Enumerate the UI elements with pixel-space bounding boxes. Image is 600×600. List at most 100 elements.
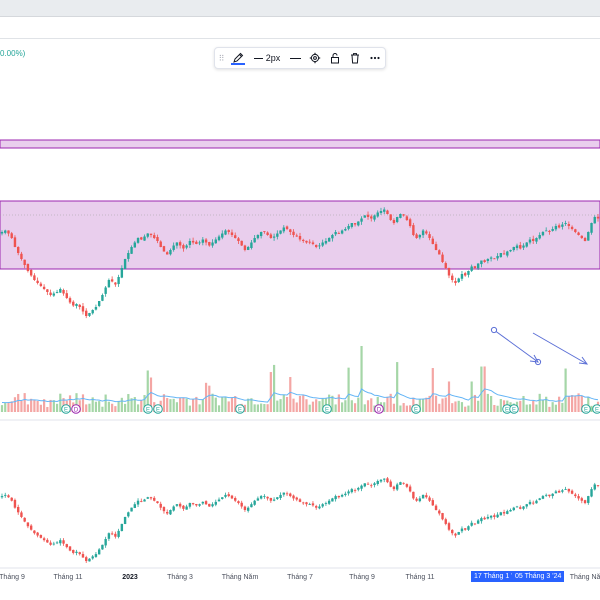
volume-bar xyxy=(198,404,201,412)
price-candle xyxy=(577,232,580,235)
price-candle xyxy=(447,267,451,276)
price-candle xyxy=(357,221,360,226)
price-candle xyxy=(496,256,499,259)
lock-button[interactable] xyxy=(325,48,345,68)
pencil-color-button[interactable] xyxy=(227,48,249,68)
price-candle xyxy=(59,289,62,293)
volume-bar xyxy=(230,397,234,412)
line-width-button[interactable]: 2px xyxy=(249,48,285,68)
volume-bar xyxy=(49,399,52,412)
price-candle xyxy=(39,283,43,286)
compare-candle xyxy=(110,533,114,535)
compare-candle xyxy=(263,496,266,497)
line-style-button[interactable] xyxy=(285,48,305,68)
price-candle xyxy=(538,235,541,239)
price-candle xyxy=(104,287,107,294)
earnings-marker[interactable] xyxy=(153,404,163,414)
earnings-marker[interactable] xyxy=(592,404,600,414)
compare-candle xyxy=(337,496,341,498)
volume-bar xyxy=(185,398,188,412)
price-candle xyxy=(204,239,208,243)
delete-button[interactable] xyxy=(345,48,365,68)
dividend-marker[interactable] xyxy=(71,404,81,414)
trend-arrow-1-start-handle[interactable] xyxy=(490,326,498,334)
volume-bar xyxy=(328,394,331,412)
volume-bar xyxy=(363,404,366,412)
volume-bar xyxy=(55,403,59,412)
volume-bar xyxy=(538,393,541,412)
trend-arrow-1[interactable] xyxy=(493,329,539,363)
volume-bar xyxy=(470,381,473,412)
time-axis-tick: Tháng 11 xyxy=(53,574,82,581)
volume-bar xyxy=(30,398,33,412)
event-marker-label: E xyxy=(595,408,599,414)
trend-arrow-2[interactable] xyxy=(532,332,588,365)
earnings-marker[interactable] xyxy=(509,404,519,414)
drag-handle-icon[interactable]: ⠿ xyxy=(218,53,225,63)
volume-bar xyxy=(101,406,104,412)
volume-bar xyxy=(250,398,253,412)
earnings-marker[interactable] xyxy=(322,404,332,414)
compare-candle xyxy=(473,523,477,525)
compare-candle xyxy=(243,506,247,510)
volume-bar xyxy=(431,368,434,412)
price-candle xyxy=(33,275,36,280)
volume-bar xyxy=(418,398,421,412)
volume-bar xyxy=(59,393,62,412)
volume-bar xyxy=(438,403,441,412)
volume-bar xyxy=(483,366,486,412)
volume-bar xyxy=(234,396,237,412)
legend-change-percent: 0.00%) xyxy=(0,49,26,58)
price-candle xyxy=(259,232,263,237)
price-candle xyxy=(334,232,337,235)
compare-candle xyxy=(172,506,175,511)
compare-candle xyxy=(431,500,435,506)
price-candle xyxy=(253,238,256,243)
resistance-zone[interactable] xyxy=(0,139,600,149)
earnings-marker[interactable] xyxy=(235,404,245,414)
earnings-marker[interactable] xyxy=(143,404,153,414)
compare-candle xyxy=(395,484,399,490)
price-candle xyxy=(480,260,483,265)
compare-candle xyxy=(363,483,366,487)
settings-button[interactable] xyxy=(305,48,325,68)
price-candle xyxy=(211,242,214,246)
compare-candle xyxy=(234,498,237,501)
volume-bar xyxy=(370,398,373,412)
volume-bar xyxy=(383,402,386,412)
volume-bar xyxy=(334,404,337,412)
price-candle xyxy=(75,304,78,307)
compare-candle xyxy=(425,495,428,498)
price-candle xyxy=(551,229,554,231)
earnings-marker[interactable] xyxy=(411,404,421,414)
earnings-marker[interactable] xyxy=(61,404,71,414)
compare-candle xyxy=(91,556,94,559)
volume-bar xyxy=(4,403,7,412)
event-marker-label: E xyxy=(156,408,160,414)
more-button[interactable] xyxy=(365,48,385,68)
volume-bar xyxy=(123,403,127,412)
volume-bar xyxy=(522,395,525,412)
price-candle xyxy=(127,253,130,259)
price-candle xyxy=(23,259,26,265)
trend-arrow-1-end-handle[interactable] xyxy=(534,358,542,366)
price-candle xyxy=(140,237,143,240)
dividend-marker[interactable] xyxy=(374,404,384,414)
compare-candle xyxy=(39,535,43,538)
price-candle xyxy=(587,232,590,241)
volume-bar xyxy=(243,404,247,412)
price-candle xyxy=(444,263,447,268)
volume-bar xyxy=(425,397,428,412)
price-candle xyxy=(188,241,192,246)
earnings-marker[interactable] xyxy=(581,404,591,414)
price-candle xyxy=(269,234,273,238)
price-candle xyxy=(272,236,276,238)
compare-candle xyxy=(221,497,224,499)
price-candle xyxy=(285,226,289,229)
compare-candle xyxy=(532,502,535,504)
volume-bar xyxy=(396,362,399,412)
compare-candle xyxy=(101,544,104,550)
price-range-zone[interactable] xyxy=(0,200,600,270)
earnings-marker[interactable] xyxy=(502,404,512,414)
